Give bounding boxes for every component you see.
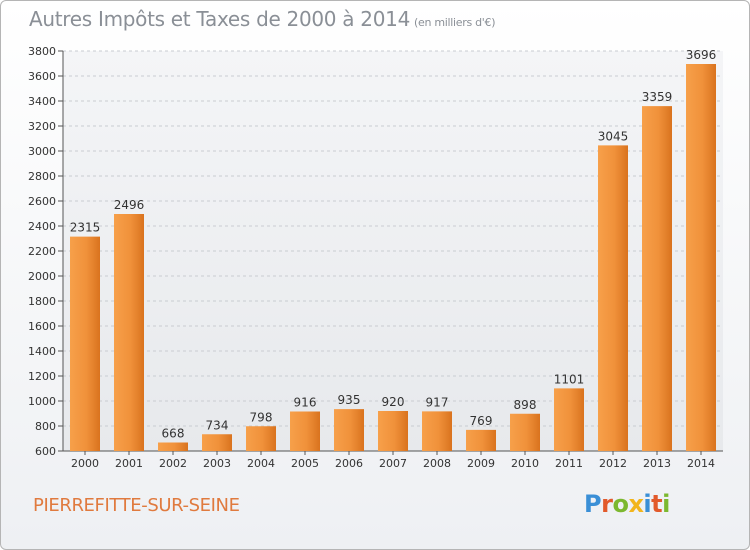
- data-label: 734: [206, 418, 229, 432]
- chart-subtitle: (en milliers d'€): [414, 16, 496, 29]
- y-tick-label: 2200: [28, 245, 56, 258]
- logo-letter: t: [651, 490, 663, 518]
- data-label: 2496: [114, 198, 145, 212]
- x-tick-label: 2003: [203, 457, 231, 470]
- logo-letter: i: [662, 490, 670, 518]
- x-tick-label: 2010: [511, 457, 539, 470]
- bar: [378, 411, 408, 451]
- x-tick-label: 2008: [423, 457, 451, 470]
- x-tick-label: 2011: [555, 457, 583, 470]
- bar: [114, 214, 144, 451]
- y-tick-label: 2800: [28, 170, 56, 183]
- logo-letter: i: [643, 490, 652, 518]
- y-tick-label: 3200: [28, 120, 56, 133]
- bar: [686, 64, 716, 451]
- bar: [422, 411, 452, 451]
- proxiti-logo: Proxiti: [584, 490, 670, 518]
- data-label: 3045: [598, 129, 629, 143]
- logo-letter: r: [601, 490, 613, 518]
- bar: [642, 106, 672, 451]
- bar: [510, 413, 540, 451]
- bar: [598, 145, 628, 451]
- location-name: PIERREFITTE-SUR-SEINE: [33, 495, 240, 516]
- data-label: 2315: [70, 221, 101, 235]
- bar: [202, 434, 232, 451]
- y-tick-label: 2000: [28, 270, 56, 283]
- logo-letter: o: [612, 490, 629, 518]
- x-tick-label: 2005: [291, 457, 319, 470]
- y-tick-label: 3600: [28, 70, 56, 83]
- x-tick-label: 2002: [159, 457, 187, 470]
- bar: [246, 426, 276, 451]
- y-tick-label: 600: [35, 445, 56, 458]
- x-tick-label: 2001: [115, 457, 143, 470]
- bar: [466, 429, 496, 451]
- y-tick-label: 3400: [28, 95, 56, 108]
- y-tick-label: 3800: [28, 45, 56, 58]
- chart-title-text: Autres Impôts et Taxes de 2000 à 2014: [29, 7, 410, 31]
- y-tick-label: 1600: [28, 320, 56, 333]
- x-tick-label: 2013: [643, 457, 671, 470]
- logo-letter: x: [628, 490, 644, 518]
- x-tick-label: 2006: [335, 457, 363, 470]
- x-tick-label: 2009: [467, 457, 495, 470]
- data-label: 3359: [642, 90, 673, 104]
- logo-letter: P: [584, 490, 602, 518]
- data-label: 935: [338, 393, 361, 407]
- y-tick-label: 1800: [28, 295, 56, 308]
- bar: [290, 411, 320, 451]
- x-tick-label: 2012: [599, 457, 627, 470]
- data-label: 3696: [686, 48, 717, 62]
- data-label: 920: [382, 395, 405, 409]
- data-label: 798: [250, 410, 273, 424]
- data-label: 898: [514, 398, 537, 412]
- x-tick-label: 2014: [687, 457, 715, 470]
- bar: [70, 236, 100, 451]
- y-tick-label: 1400: [28, 345, 56, 358]
- y-tick-label: 2600: [28, 195, 56, 208]
- chart-title: Autres Impôts et Taxes de 2000 à 2014 (en…: [29, 7, 495, 31]
- y-tick-label: 3000: [28, 145, 56, 158]
- bar: [554, 388, 584, 451]
- data-label: 916: [294, 396, 317, 410]
- x-tick-label: 2004: [247, 457, 275, 470]
- data-label: 668: [162, 427, 185, 441]
- y-tick-label: 1200: [28, 370, 56, 383]
- data-label: 769: [470, 414, 493, 428]
- data-label: 1101: [554, 372, 585, 386]
- bar: [158, 442, 188, 451]
- data-label: 917: [426, 395, 449, 409]
- bar: [334, 409, 364, 451]
- y-tick-label: 1000: [28, 395, 56, 408]
- y-tick-label: 800: [35, 420, 56, 433]
- y-tick-label: 2400: [28, 220, 56, 233]
- x-tick-label: 2007: [379, 457, 407, 470]
- x-tick-label: 2000: [71, 457, 99, 470]
